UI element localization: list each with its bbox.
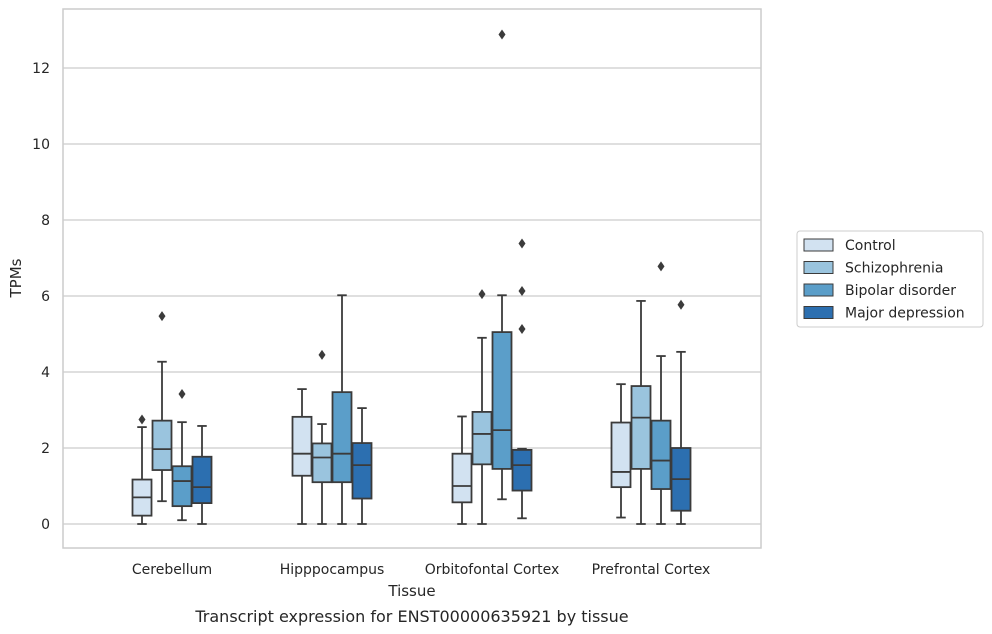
box-1-2 [331, 294, 353, 525]
outlier-point-0 [498, 29, 506, 40]
box-body [311, 442, 333, 484]
x-tick-label-3: Prefrontal Cortex [592, 562, 711, 578]
y-tick-label-3: 6 [41, 289, 50, 305]
box-0-0 [131, 414, 153, 525]
outlier-point-0 [318, 349, 326, 360]
box-body [351, 442, 373, 500]
outlier-point-0 [518, 324, 526, 335]
box-body [630, 385, 652, 470]
outlier-point-0 [478, 289, 486, 300]
box-body [191, 455, 213, 504]
x-axis-label: Tissue [387, 582, 435, 600]
chart-caption: Transcript expression for ENST0000063592… [194, 607, 628, 626]
y-tick-label-0: 0 [41, 517, 50, 533]
box-3-0 [610, 383, 632, 519]
box-body [151, 419, 173, 471]
x-tick-labels: Cerebellum Hipppocampus Orbitofontal Corte… [132, 562, 710, 578]
box-1-1 [311, 349, 333, 525]
box-body [331, 391, 353, 484]
box-3-3 [670, 299, 692, 525]
legend-swatch-1 [803, 261, 834, 274]
y-tick-label-6: 12 [32, 61, 50, 77]
legend-label-2: Bipolar disorder [845, 283, 956, 299]
box-2-0 [451, 415, 473, 525]
plot-frame [62, 8, 762, 549]
y-tick-label-4: 8 [41, 213, 50, 229]
outlier-point-0 [657, 261, 665, 272]
box-body [650, 419, 672, 490]
y-tick-label-5: 10 [32, 137, 50, 153]
legend-swatch-2 [803, 283, 834, 297]
x-tick-label-0: Cerebellum [132, 562, 212, 578]
box-0-1 [151, 311, 173, 503]
box-0-3 [191, 425, 213, 525]
x-tick-label-1: Hipppocampus [280, 562, 385, 578]
y-tick-label-2: 4 [41, 365, 50, 381]
box-body [610, 421, 632, 489]
x-tick-label-2: Orbitofontal Cortex [425, 562, 560, 578]
box-body [451, 452, 473, 504]
box-2-2 [491, 29, 513, 501]
outlier-point-2 [518, 238, 526, 249]
outlier-point-0 [138, 414, 146, 425]
legend-swatch-3 [803, 306, 834, 319]
legend-label-1: Schizophrenia [845, 261, 943, 277]
box-marks [131, 29, 692, 525]
box-2-3 [511, 238, 533, 520]
box-body [171, 465, 193, 508]
legend-swatch-0 [803, 238, 834, 252]
legend-label-0: Control [845, 238, 896, 254]
box-body [291, 415, 313, 477]
y-axis-label: TPMs [7, 258, 25, 298]
box-1-0 [291, 388, 313, 525]
box-body [491, 331, 513, 470]
outlier-point-0 [178, 389, 186, 400]
gridlines [63, 67, 761, 525]
box-3-1 [630, 300, 652, 525]
box-2-1 [471, 289, 493, 525]
legend-label-3: Major depression [845, 306, 965, 322]
outlier-point-0 [677, 299, 685, 310]
outlier-point-1 [518, 286, 526, 297]
y-tick-label-1: 2 [41, 441, 50, 457]
box-1-3 [351, 407, 373, 525]
legend: Control Schizophrenia Bipolar disorder Majo… [796, 230, 984, 328]
box-3-2 [650, 261, 672, 525]
outlier-point-0 [158, 311, 166, 322]
legend-frame [796, 230, 984, 328]
y-tick-labels: 0 2 4 6 8 10 12 [32, 61, 50, 533]
box-0-2 [171, 389, 193, 522]
box-body [471, 410, 493, 466]
box-body [511, 448, 533, 492]
